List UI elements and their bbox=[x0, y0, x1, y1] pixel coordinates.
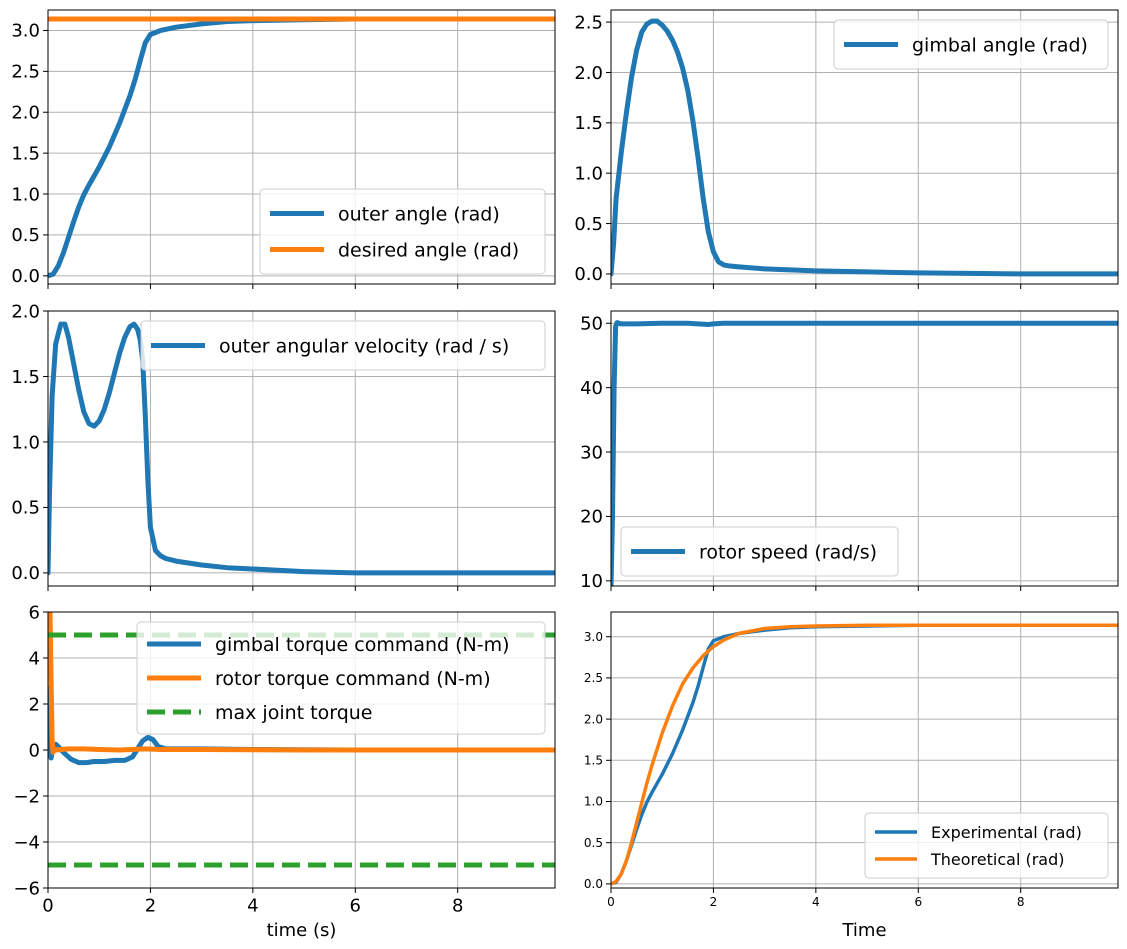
y-tick-label: 2.0 bbox=[11, 301, 40, 322]
x-tick-label: 6 bbox=[914, 895, 922, 909]
y-tick-label: 10 bbox=[580, 571, 603, 592]
series-line-1 bbox=[611, 18, 1118, 277]
axes-frame bbox=[610, 310, 1119, 587]
x-tick-label: 2 bbox=[710, 895, 718, 909]
y-tick-label: 6 bbox=[29, 602, 40, 623]
x-tick-label: 4 bbox=[247, 895, 258, 916]
x-tick-label: 0 bbox=[42, 895, 53, 916]
y-tick-label: −2 bbox=[13, 786, 40, 807]
y-tick-label: 0.0 bbox=[584, 877, 603, 891]
y-tick-label: 1.0 bbox=[574, 163, 603, 184]
y-tick-label: 1.5 bbox=[584, 753, 603, 767]
y-tick-label: 1.0 bbox=[584, 795, 603, 809]
legend: rotor speed (rad/s) bbox=[620, 526, 899, 577]
y-tick-label: 0 bbox=[29, 740, 40, 761]
legend-label: rotor speed (rad/s) bbox=[699, 541, 877, 563]
y-tick-label: 20 bbox=[580, 507, 603, 528]
legend-box bbox=[140, 320, 546, 371]
legend: outer angular velocity (rad / s) bbox=[140, 320, 546, 371]
y-tick-label: 30 bbox=[580, 442, 603, 463]
y-tick-label: 0.5 bbox=[584, 836, 603, 850]
x-tick-label: 0 bbox=[607, 895, 615, 909]
y-tick-label: 1.5 bbox=[574, 113, 603, 134]
chart-panel-6: 0 2 4 6 8 0.0 0.5 1.0 1.5 2.0 2.5 3.0 Time Experiment… bbox=[584, 611, 1119, 941]
y-tick-label: 0.5 bbox=[11, 498, 40, 519]
y-tick-label: 2 bbox=[29, 694, 40, 715]
y-tick-label: 2.5 bbox=[11, 62, 40, 83]
x-tick-label: 6 bbox=[350, 895, 361, 916]
y-tick-label: 0.5 bbox=[11, 225, 40, 246]
x-tick-label: 8 bbox=[1017, 895, 1025, 909]
series-line-1 bbox=[48, 321, 555, 576]
y-tick-label: −4 bbox=[13, 832, 40, 853]
y-tick-label: 3.0 bbox=[584, 630, 603, 644]
legend: Experimental (rad) Theoretical (rad) bbox=[864, 812, 1109, 879]
y-tick-label: −6 bbox=[13, 878, 40, 899]
y-tick-label: 50 bbox=[580, 314, 603, 335]
y-tick-label: 2.5 bbox=[574, 12, 603, 33]
chart-panel-1: 0.0 0.5 1.0 1.5 2.0 2.5 3.0 outer angle (rad) de… bbox=[11, 9, 556, 289]
y-tick-label: 0.0 bbox=[11, 563, 40, 584]
chart-panel-4: 10 20 30 40 50 rotor speed (rad/s) bbox=[580, 310, 1119, 592]
legend-label: outer angular velocity (rad / s) bbox=[219, 335, 509, 357]
legend-box bbox=[833, 19, 1109, 70]
x-axis-label: Time bbox=[841, 920, 886, 941]
chart-panel-3: 0.0 0.5 1.0 1.5 2.0 outer angular velocity (r… bbox=[11, 301, 556, 591]
y-tick-label: 2.0 bbox=[574, 63, 603, 84]
y-tick-label: 1.5 bbox=[11, 367, 40, 388]
y-tick-label: 40 bbox=[580, 378, 603, 399]
legend: gimbal torque command (N-m) rotor torque … bbox=[136, 621, 546, 735]
legend-label: gimbal angle (rad) bbox=[912, 34, 1088, 56]
axes-frame bbox=[610, 611, 1119, 889]
legend-label: max joint torque bbox=[215, 702, 373, 724]
y-tick-label: 0.0 bbox=[11, 266, 40, 287]
legend-box bbox=[259, 188, 546, 275]
y-tick-label: 4 bbox=[29, 648, 40, 669]
y-tick-label: 0.5 bbox=[574, 214, 603, 235]
chart-panel-5: 0 2 4 6 8 −6 −4 −2 0 2 4 6 time (s) gimbal torque com… bbox=[13, 602, 556, 941]
axes-frame bbox=[47, 9, 556, 285]
x-axis-label: time (s) bbox=[267, 920, 337, 941]
legend-label: Theoretical (rad) bbox=[930, 850, 1065, 869]
x-tick-label: 4 bbox=[812, 895, 820, 909]
legend-label: gimbal torque command (N-m) bbox=[215, 634, 510, 656]
y-tick-label: 0.0 bbox=[574, 264, 603, 285]
axes-frame bbox=[47, 310, 556, 587]
series-line-2 bbox=[611, 623, 1118, 886]
legend: gimbal angle (rad) bbox=[833, 19, 1109, 70]
legend-box bbox=[864, 812, 1109, 879]
axes-frame bbox=[610, 9, 1119, 285]
y-tick-label: 3.0 bbox=[11, 21, 40, 42]
chart-panel-2: 0.0 0.5 1.0 1.5 2.0 2.5 gimbal angle (rad) bbox=[574, 9, 1119, 289]
y-tick-label: 2.5 bbox=[584, 671, 603, 685]
y-tick-label: 1.0 bbox=[11, 184, 40, 205]
legend-label: outer angle (rad) bbox=[338, 203, 500, 225]
y-tick-label: 1.5 bbox=[11, 143, 40, 164]
legend-label: rotor torque command (N-m) bbox=[215, 668, 491, 690]
legend-label: desired angle (rad) bbox=[338, 239, 519, 261]
x-tick-label: 2 bbox=[145, 895, 156, 916]
series-line-1 bbox=[611, 320, 1118, 586]
legend-label: Experimental (rad) bbox=[931, 823, 1082, 842]
y-tick-label: 2.0 bbox=[11, 103, 40, 124]
y-tick-label: 1.0 bbox=[11, 432, 40, 453]
x-tick-label: 8 bbox=[452, 895, 463, 916]
series-line-2 bbox=[48, 612, 555, 755]
legend: outer angle (rad) desired angle (rad) bbox=[259, 188, 546, 275]
y-tick-label: 2.0 bbox=[584, 712, 603, 726]
legend-box bbox=[136, 621, 546, 735]
legend-box bbox=[620, 526, 899, 577]
